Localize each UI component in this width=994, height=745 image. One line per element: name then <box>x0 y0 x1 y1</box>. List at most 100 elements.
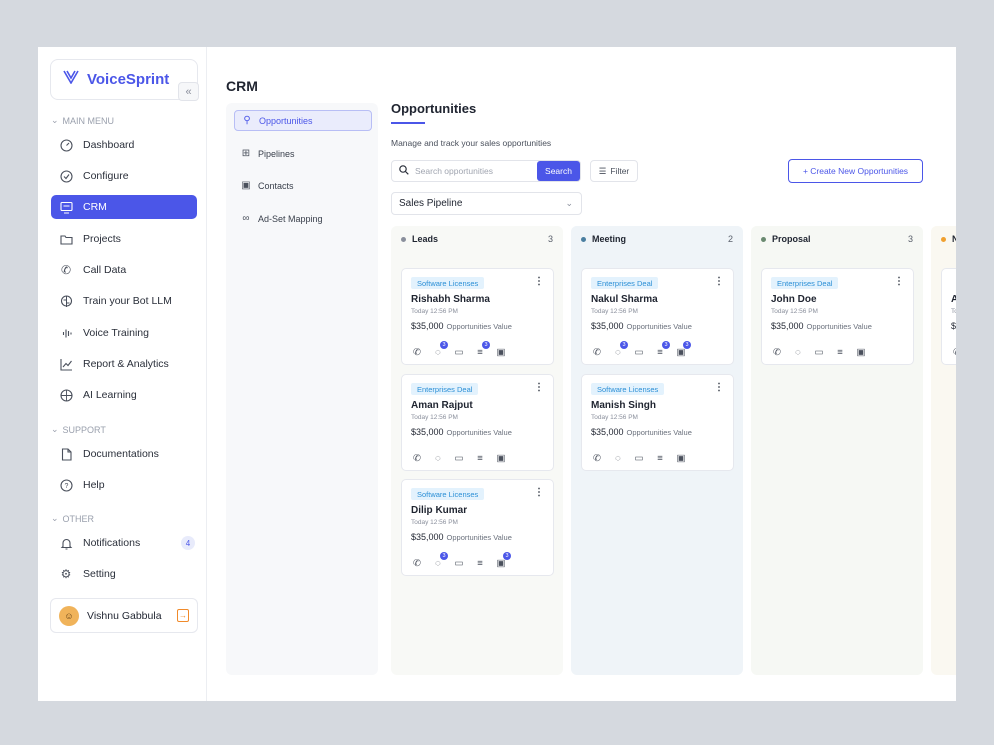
column-name: Leads <box>412 234 439 244</box>
opportunity-card[interactable]: Enterprises Deal ⋮ Nakul Sharma Today 12:56… <box>581 268 734 365</box>
checklist-icon[interactable]: ≡ <box>657 452 663 464</box>
phone-icon[interactable]: ✆ <box>951 346 956 358</box>
calendar-icon[interactable]: ▣ <box>676 452 686 464</box>
calendar-icon[interactable]: ▣ 3 <box>495 552 511 569</box>
phone-icon[interactable]: ✆ <box>593 346 601 358</box>
sidebar-item-projects[interactable]: Projects <box>51 227 197 251</box>
phone-icon[interactable]: ✆ <box>413 452 421 464</box>
contact-name: Manish Singh <box>591 400 656 411</box>
voicesprint-logo-icon <box>63 70 79 89</box>
sidebar-item-label: Report & Analytics <box>83 358 169 370</box>
ai-icon <box>59 388 73 402</box>
sidebar: VoiceSprint « ⌄ MAIN MENU Dashboard Conf… <box>38 47 207 701</box>
folder-icon[interactable]: ▭ <box>454 452 464 464</box>
deal-type-tag: Software Licenses <box>411 277 485 289</box>
folder-icon[interactable]: ▭ <box>634 452 644 464</box>
count-badge: 3 <box>503 552 511 560</box>
checklist-icon[interactable]: ≡ 3 <box>654 341 670 358</box>
value-amount: $35,000 <box>411 321 444 331</box>
kanban-column: N⋮ATo$3✆◌▭≡▣ <box>931 226 956 675</box>
search-icon <box>399 164 409 178</box>
sidebar-item-dashboard[interactable]: Dashboard <box>51 133 197 157</box>
phone-icon[interactable]: ✆ <box>413 557 421 569</box>
value-label: Opportunities Value <box>626 322 692 331</box>
search-input[interactable]: Search opportunities <box>391 160 581 182</box>
filter-button[interactable]: ☰ Filter <box>590 160 638 182</box>
more-options-icon[interactable]: ⋮ <box>714 276 724 287</box>
calendar-icon[interactable]: ▣ <box>496 346 506 358</box>
pipeline-select[interactable]: Sales Pipeline ⌄ <box>391 192 582 215</box>
chat-icon[interactable]: ◌ <box>615 452 621 464</box>
support-section-label[interactable]: ⌄ SUPPORT <box>51 424 106 435</box>
chat-icon[interactable]: ◌ <box>795 346 801 358</box>
value-label: Opportunities Value <box>626 428 692 437</box>
checklist-icon[interactable]: ≡ <box>837 346 843 358</box>
phone-icon[interactable]: ✆ <box>773 346 781 358</box>
more-options-icon[interactable]: ⋮ <box>534 487 544 498</box>
more-options-icon[interactable]: ⋮ <box>714 382 724 393</box>
column-count: 3 <box>547 234 553 244</box>
chat-icon[interactable]: ◌ 3 <box>612 341 628 358</box>
main-menu-section-label[interactable]: ⌄ MAIN MENU <box>51 115 115 126</box>
sidebar-item-help[interactable]: ? Help <box>51 473 197 497</box>
sidebar-item-ai-learning[interactable]: AI Learning <box>51 383 197 407</box>
chat-icon[interactable]: ◌ <box>435 452 441 464</box>
opportunity-card[interactable]: Enterprises Deal ⋮ John Doe Today 12:56 PM $… <box>761 268 914 365</box>
subnav-item-pipelines[interactable]: ⊞ Pipelines <box>234 143 372 164</box>
title-underline <box>391 122 425 124</box>
sidebar-item-report-analytics[interactable]: Report & Analytics <box>51 352 197 376</box>
link-icon: ∞ <box>242 213 250 224</box>
opportunity-card[interactable]: Software Licenses ⋮ Dilip Kumar Today 12:56… <box>401 479 554 576</box>
user-profile-card[interactable]: ☺ Vishnu Gabbula → <box>50 598 198 633</box>
sidebar-item-voice-training[interactable]: Voice Training <box>51 321 197 345</box>
logout-icon[interactable]: → <box>177 609 189 622</box>
subnav-item-contacts[interactable]: ▣ Contacts <box>234 175 372 196</box>
gear-icon: ⚙ <box>60 567 72 581</box>
opportunities-title: Opportunities <box>391 101 477 116</box>
more-options-icon[interactable]: ⋮ <box>534 382 544 393</box>
sidebar-item-documentations[interactable]: Documentations <box>51 442 197 466</box>
card-actions: ✆ ◌ ▭ ≡ ▣ <box>411 452 507 464</box>
opportunity-card[interactable]: Software Licenses ⋮ Manish Singh Today 12:5… <box>581 374 734 471</box>
sidebar-item-crm[interactable]: CRM <box>51 195 197 219</box>
subnav-item-ad-set-mapping[interactable]: ∞ Ad-Set Mapping <box>234 208 372 229</box>
phone-icon[interactable]: ✆ <box>593 452 601 464</box>
checklist-icon[interactable]: ≡ 3 <box>474 341 490 358</box>
phone-icon[interactable]: ✆ <box>413 346 421 358</box>
create-opportunity-button[interactable]: + Create New Opportunities <box>788 159 923 183</box>
card-actions: ✆ ◌ 3 ▭ ≡ 3 ▣ <box>411 341 507 358</box>
subnav-item-label: Ad-Set Mapping <box>258 213 323 224</box>
sidebar-item-label: Projects <box>83 233 121 245</box>
subnav-item-opportunities[interactable]: ⚲ Opportunities <box>234 110 372 131</box>
brand-logo[interactable]: VoiceSprint <box>50 59 198 100</box>
chat-icon[interactable]: ◌ 3 <box>432 552 448 569</box>
sidebar-item-configure[interactable]: Configure <box>51 164 197 188</box>
sidebar-item-label: Voice Training <box>83 327 149 339</box>
more-options-icon[interactable]: ⋮ <box>534 276 544 287</box>
opportunity-card[interactable]: Software Licenses ⋮ Rishabh Sharma Today 12… <box>401 268 554 365</box>
more-options-icon[interactable]: ⋮ <box>894 276 904 287</box>
checklist-icon[interactable]: ≡ <box>477 452 483 464</box>
card-timestamp: Today 12:56 PM <box>411 308 458 315</box>
folder-icon[interactable]: ▭ <box>634 346 644 358</box>
folder-icon[interactable]: ▭ <box>454 346 464 358</box>
calendar-icon[interactable]: ▣ <box>856 346 866 358</box>
contact-name: A <box>951 294 956 305</box>
status-dot <box>761 236 766 242</box>
collapse-sidebar-button[interactable]: « <box>178 82 199 101</box>
search-button[interactable]: Search <box>537 161 580 181</box>
calendar-icon[interactable]: ▣ 3 <box>675 341 691 358</box>
opportunity-card[interactable]: ⋮ATo$3✆◌▭≡▣ <box>941 268 956 365</box>
opportunity-card[interactable]: Enterprises Deal ⋮ Aman Rajput Today 12:56 … <box>401 374 554 471</box>
folder-icon[interactable]: ▭ <box>454 557 464 569</box>
folder-icon[interactable]: ▭ <box>814 346 824 358</box>
chat-icon[interactable]: ◌ 3 <box>432 341 448 358</box>
checklist-icon[interactable]: ≡ <box>477 557 483 569</box>
sidebar-item-train-bot[interactable]: Train your Bot LLM <box>51 289 197 313</box>
sidebar-item-notifications[interactable]: Notifications 4 <box>51 531 197 555</box>
sidebar-item-call-data[interactable]: ✆ Call Data <box>51 258 197 282</box>
calendar-icon[interactable]: ▣ <box>496 452 506 464</box>
other-section-label[interactable]: ⌄ OTHER <box>51 513 95 524</box>
opportunities-subtitle: Manage and track your sales opportunitie… <box>391 138 552 148</box>
sidebar-item-setting[interactable]: ⚙ Setting <box>51 562 197 586</box>
